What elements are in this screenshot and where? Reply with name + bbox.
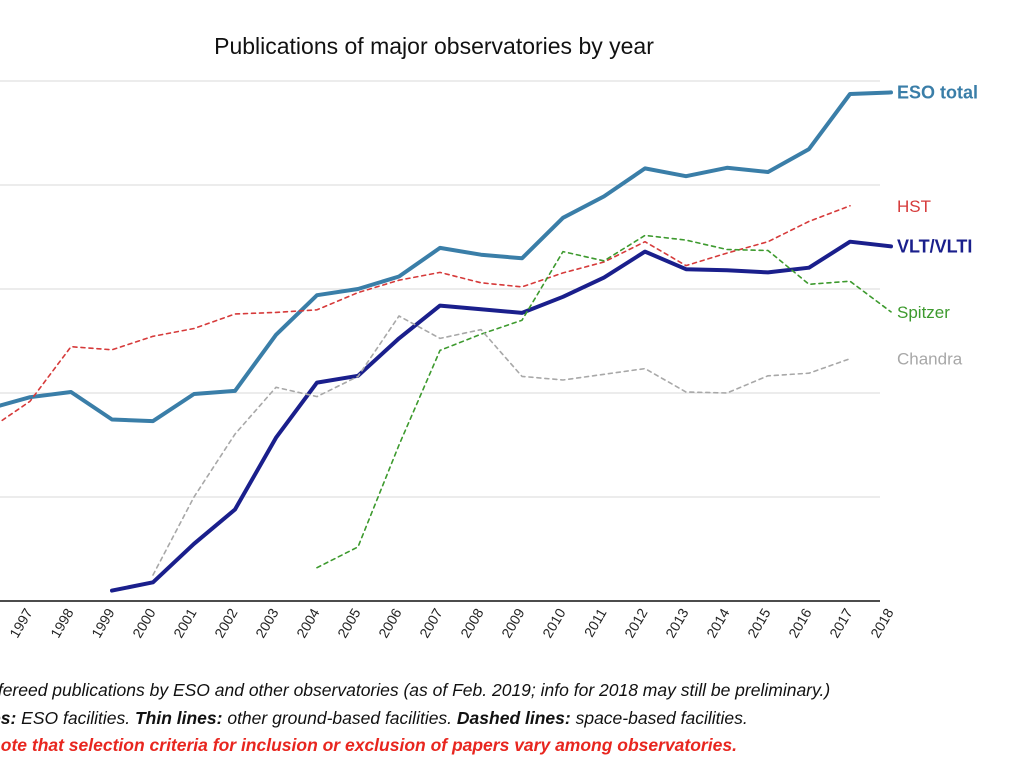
series-label: Chandra [897, 350, 963, 369]
caption-thick-text: ESO facilities. [16, 708, 135, 728]
x-tick-label: 2008 [457, 605, 487, 640]
x-tick-label: 2018 [867, 605, 897, 640]
x-tick-label: 2016 [785, 605, 815, 640]
series-label: HST [897, 197, 931, 216]
x-tick-label: 2013 [662, 605, 692, 640]
x-tick-label: 2011 [581, 605, 610, 639]
x-tick-label: 2003 [252, 605, 282, 640]
x-tick-label: 2007 [416, 605, 446, 640]
x-tick-label: 2001 [170, 605, 200, 640]
series-line [152, 315, 851, 576]
series-label: Spitzer [897, 303, 950, 322]
caption-line-2: k lines: ESO facilities. Thin lines: oth… [0, 708, 748, 729]
x-tick-label: 2015 [744, 605, 774, 640]
caption-line-3: ase note that selection criteria for inc… [0, 735, 737, 755]
caption-thick-label: k lines: [0, 708, 17, 728]
x-tick-label: 2012 [621, 605, 651, 640]
x-tick-label: 2006 [375, 605, 405, 640]
chart-title: Publications of major observatories by y… [214, 33, 654, 59]
x-tick-label: 1998 [47, 605, 77, 640]
caption-thin-text: other ground-based facilities. [222, 708, 457, 728]
x-tick-label: 1997 [6, 605, 36, 640]
publications-chart: Publications of major observatories by y… [0, 33, 978, 640]
caption-dashed-label: Dashed lines: [456, 708, 571, 728]
series-label: VLT/VLTI [897, 236, 972, 256]
caption-dashed-text: space-based facilities. [570, 708, 748, 728]
series-line [110, 239, 893, 593]
x-tick-label: 2005 [334, 605, 364, 640]
series-lines [0, 90, 893, 593]
caption-line-1: 3: Refereed publications by ESO and othe… [0, 680, 831, 700]
series-line [0, 205, 851, 423]
x-tick-label: 2002 [211, 605, 241, 640]
x-axis-ticks: 1996199719981999200020012002200320042005… [6, 605, 897, 640]
x-tick-label: 2009 [498, 605, 528, 640]
grid-lines [0, 80, 880, 602]
series-line [0, 90, 893, 424]
x-tick-label: 2000 [129, 605, 159, 640]
series-label: ESO total [897, 82, 978, 102]
x-tick-label: 2017 [826, 605, 856, 640]
caption-thin-label: Thin lines: [134, 708, 223, 728]
series-line [316, 234, 892, 569]
x-tick-label: 2014 [703, 605, 733, 640]
x-tick-label: 2010 [539, 605, 569, 640]
x-tick-label: 2004 [293, 605, 323, 640]
x-tick-label: 1999 [88, 605, 118, 640]
series-labels: ESO total HST VLT/VLTI Spitzer Chandra [897, 82, 978, 368]
